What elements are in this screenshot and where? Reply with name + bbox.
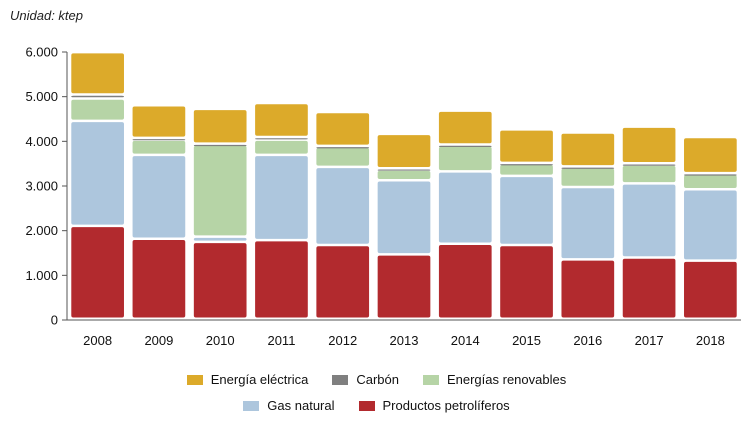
bar-segment bbox=[193, 144, 247, 147]
bar-segment bbox=[684, 138, 737, 172]
bar-segment bbox=[684, 261, 737, 318]
bar-segment bbox=[684, 174, 737, 176]
bar-segment bbox=[377, 169, 431, 171]
bar-segment bbox=[684, 190, 737, 260]
legend-label: Energía eléctrica bbox=[210, 372, 309, 387]
bar-segment bbox=[438, 111, 492, 144]
legend-label: Energías renovables bbox=[446, 372, 567, 387]
bar-segment bbox=[438, 172, 492, 243]
bar-segment bbox=[255, 140, 308, 154]
bar-segment bbox=[622, 165, 676, 183]
bar-segment bbox=[193, 110, 247, 143]
y-tick-label: 2.000 bbox=[25, 223, 58, 238]
bar-segment bbox=[622, 127, 676, 163]
legend-item: Energía eléctrica bbox=[186, 372, 309, 387]
bar-segment bbox=[561, 168, 615, 186]
bar-segment bbox=[193, 145, 247, 236]
y-tick-label: 0 bbox=[51, 313, 58, 328]
bar-segment bbox=[132, 139, 186, 141]
bar-segment bbox=[71, 53, 124, 94]
x-tick-label: 2012 bbox=[328, 333, 357, 348]
bar-segment bbox=[377, 255, 431, 318]
legend-row-2: Gas natural Productos petrolíferos bbox=[0, 398, 753, 413]
x-tick-label: 2010 bbox=[206, 333, 235, 348]
bar-segment bbox=[622, 258, 676, 318]
x-tick-label: 2017 bbox=[635, 333, 664, 348]
x-tick-label: 2015 bbox=[512, 333, 541, 348]
legend-swatch bbox=[186, 374, 203, 385]
legend-row-1: Energía eléctrica Carbón Energías renovabl… bbox=[0, 372, 753, 387]
bar-segment bbox=[316, 246, 370, 318]
legend-swatch bbox=[422, 374, 439, 385]
bar-segment bbox=[377, 181, 431, 254]
x-tick-label: 2009 bbox=[144, 333, 173, 348]
y-tick-label: 4.000 bbox=[25, 134, 58, 149]
bar-segment bbox=[132, 240, 186, 318]
legend-label: Carbón bbox=[356, 372, 399, 387]
bar-segment bbox=[684, 175, 737, 188]
bar-segment bbox=[561, 260, 615, 318]
bar-segment bbox=[71, 99, 124, 120]
x-tick-label: 2018 bbox=[696, 333, 725, 348]
y-axis: 0 1.000 2.000 3.000 4.000 5.000 6.000 bbox=[25, 45, 68, 328]
bar-segment bbox=[438, 244, 492, 318]
bar-segment bbox=[255, 104, 308, 136]
bar-segment bbox=[500, 130, 553, 162]
x-tick-label: 2016 bbox=[573, 333, 602, 348]
bar-segment bbox=[316, 148, 370, 166]
bar-segment bbox=[255, 241, 308, 318]
bar-segment bbox=[71, 122, 124, 225]
bar-segment bbox=[132, 140, 186, 154]
bar-segment bbox=[500, 164, 553, 166]
legend-item: Carbón bbox=[332, 372, 399, 387]
bar-segment bbox=[316, 168, 370, 244]
bar-segment bbox=[377, 170, 431, 180]
bars bbox=[71, 53, 737, 318]
unit-label: Unidad: ktep bbox=[10, 8, 83, 23]
legend-label: Gas natural bbox=[267, 398, 335, 413]
x-tick-label: 2014 bbox=[451, 333, 480, 348]
bar-segment bbox=[561, 167, 615, 169]
bar-segment bbox=[561, 188, 615, 259]
y-tick-label: 1.000 bbox=[25, 268, 58, 283]
bar-segment bbox=[132, 106, 186, 137]
bar-segment bbox=[316, 113, 370, 145]
bar-segment bbox=[193, 237, 247, 241]
bar-segment bbox=[132, 156, 186, 238]
bar-segment bbox=[71, 95, 124, 98]
bar-segment bbox=[71, 227, 124, 318]
legend-swatch bbox=[243, 400, 260, 411]
legend-item: Energías renovables bbox=[422, 372, 567, 387]
bar-segment bbox=[500, 165, 553, 175]
y-tick-label: 3.000 bbox=[25, 179, 58, 194]
bar-segment bbox=[622, 164, 676, 166]
bar-segment bbox=[500, 246, 553, 318]
bar-segment bbox=[255, 156, 308, 239]
x-tick-label: 2011 bbox=[267, 333, 295, 348]
bar-segment bbox=[438, 145, 492, 147]
y-tick-label: 5.000 bbox=[25, 89, 58, 104]
legend-swatch bbox=[332, 374, 349, 385]
bar-segment bbox=[561, 133, 615, 166]
legend-label: Productos petrolíferos bbox=[382, 398, 510, 413]
bar-segment bbox=[193, 243, 247, 318]
bar-segment bbox=[438, 146, 492, 171]
bar-segment bbox=[500, 177, 553, 244]
bar-segment bbox=[622, 184, 676, 257]
bar-segment bbox=[377, 135, 431, 167]
bar-segment bbox=[316, 147, 370, 149]
y-tick-label: 6.000 bbox=[25, 45, 58, 60]
bar-segment bbox=[255, 138, 308, 140]
x-axis: 2008 2009 2010 2011 2012 2013 2014 2015 2016 2017… bbox=[67, 319, 741, 348]
legend-item: Productos petrolíferos bbox=[358, 398, 510, 413]
legend-swatch bbox=[358, 400, 375, 411]
x-tick-label: 2013 bbox=[390, 333, 419, 348]
legend-item: Gas natural bbox=[243, 398, 335, 413]
x-tick-label: 2008 bbox=[83, 333, 112, 348]
